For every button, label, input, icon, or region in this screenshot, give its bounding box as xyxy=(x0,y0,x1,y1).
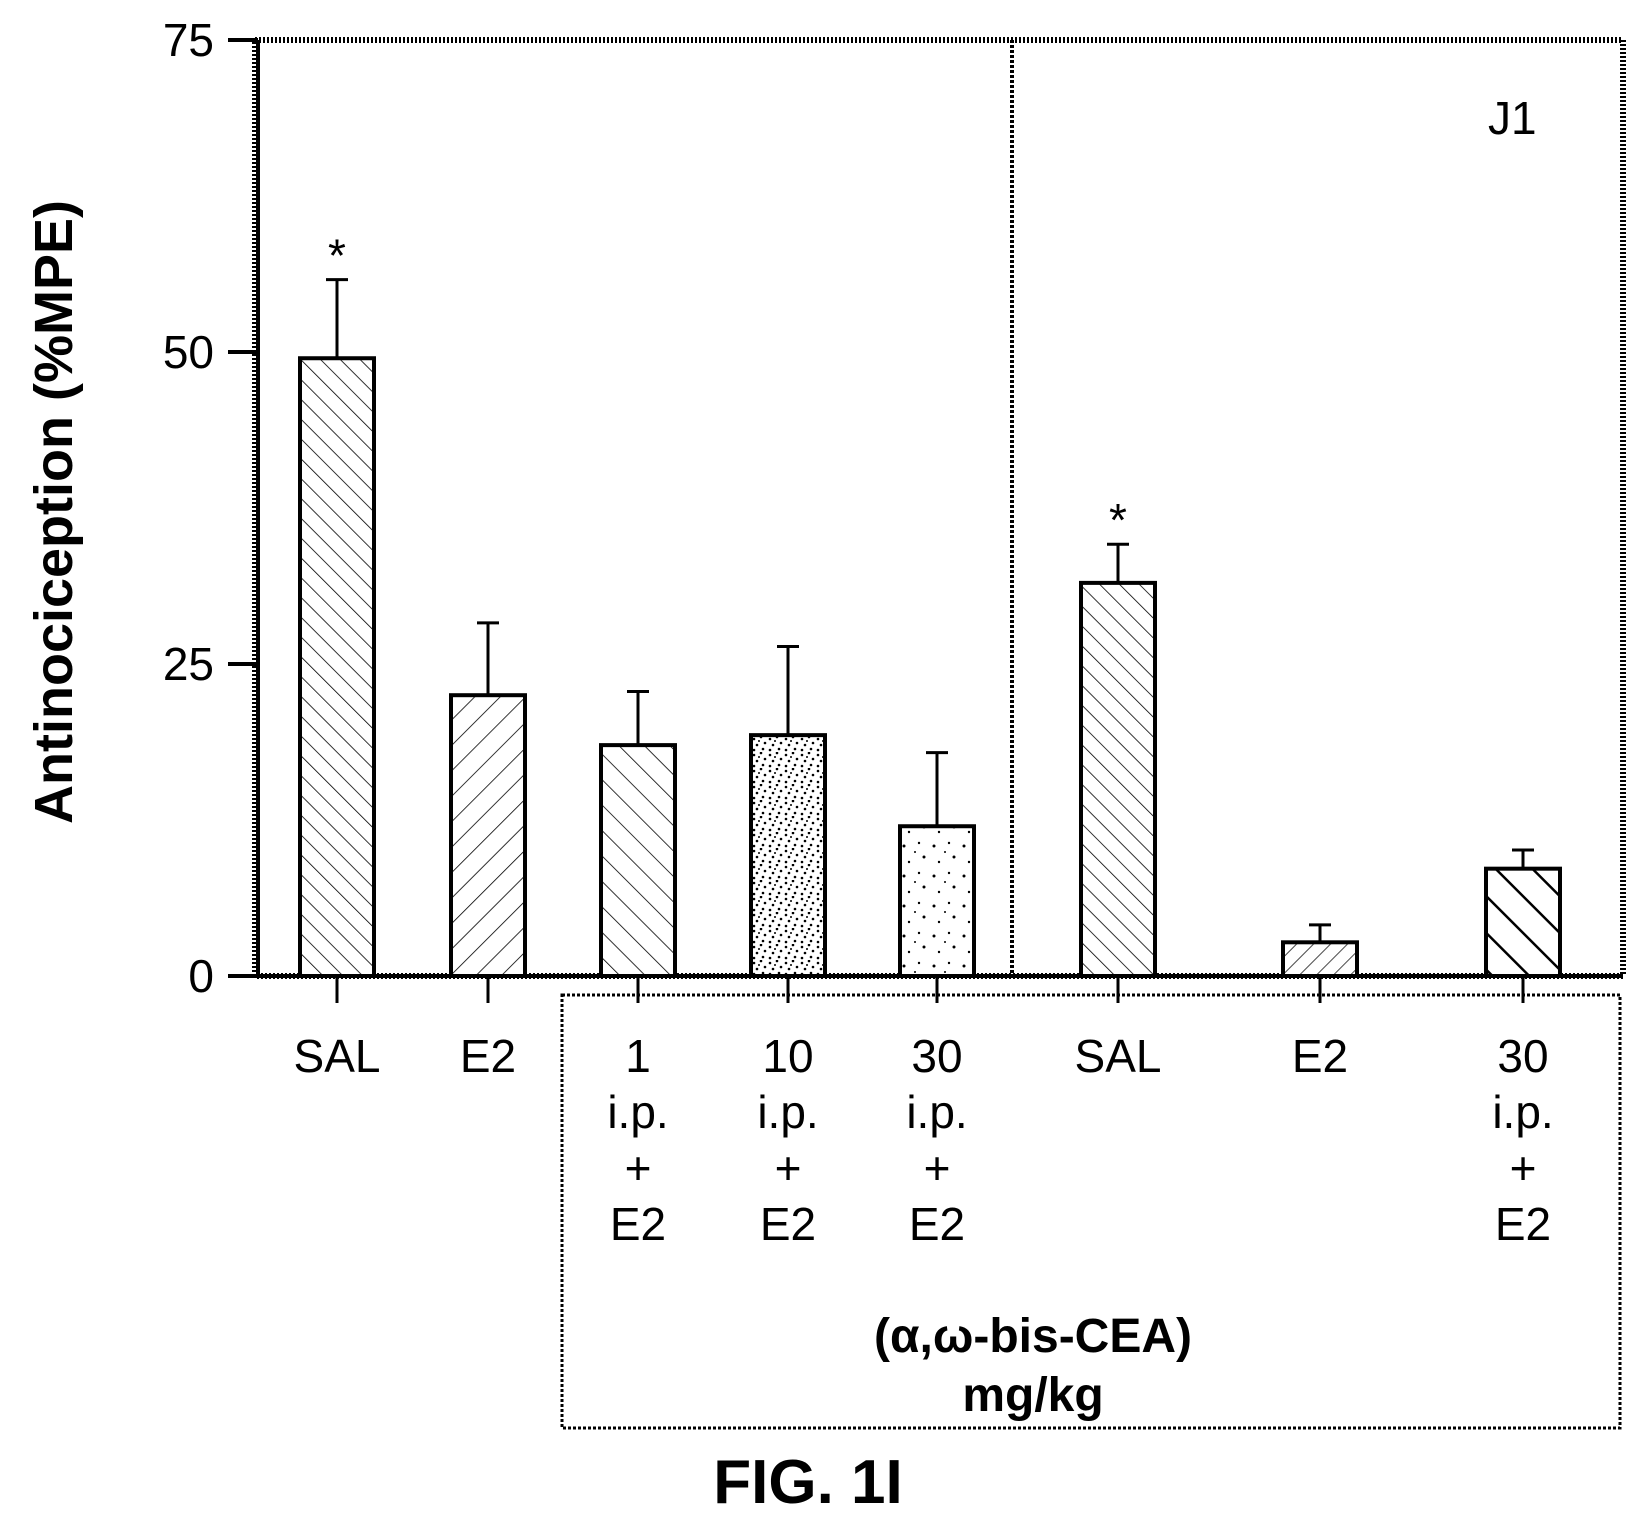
x-tick-label: SAL xyxy=(294,1030,381,1082)
y-ticks: 0 25 50 75 xyxy=(163,14,258,1002)
x-tick-label: E2 xyxy=(909,1198,965,1250)
bar xyxy=(449,693,527,978)
x-tick-label: i.p. xyxy=(1492,1086,1553,1138)
figure-label: FIG. 1I xyxy=(713,1448,902,1517)
y-tick-label: 0 xyxy=(188,950,214,1002)
bar xyxy=(1484,866,1562,978)
x-tick-label: SAL xyxy=(1075,1030,1162,1082)
x-tick-label: + xyxy=(1510,1142,1537,1194)
bar xyxy=(749,733,827,978)
x-tick-label: + xyxy=(625,1142,652,1194)
x-tick-label: + xyxy=(924,1142,951,1194)
bar xyxy=(1281,940,1359,979)
y-axis-label: Antinociception (%MPE) xyxy=(24,200,84,824)
x-tick-label: 30 xyxy=(1497,1030,1548,1082)
dose-group-label-line1: (α,ω-bis-CEA) xyxy=(874,1310,1192,1363)
x-tick-label: 10 xyxy=(762,1030,813,1082)
y-tick-label: 25 xyxy=(163,638,214,690)
panel-label: J1 xyxy=(1488,92,1537,144)
x-tick-label: i.p. xyxy=(607,1086,668,1138)
dose-group-bracket xyxy=(560,993,1622,1430)
bar xyxy=(1079,580,1157,978)
y-tick-label: 50 xyxy=(163,326,214,378)
bar xyxy=(898,824,976,978)
x-tick-label: 30 xyxy=(911,1030,962,1082)
x-tick-label: E2 xyxy=(1292,1030,1348,1082)
dose-group-label-line2: mg/kg xyxy=(962,1369,1103,1422)
x-tick-label: i.p. xyxy=(757,1086,818,1138)
bar xyxy=(599,743,677,978)
bar xyxy=(298,356,376,978)
x-tick-label: E2 xyxy=(610,1198,666,1250)
x-tick-label: E2 xyxy=(460,1030,516,1082)
x-tick-label: + xyxy=(775,1142,802,1194)
significance-marker: * xyxy=(1109,494,1127,546)
x-tick-label: E2 xyxy=(760,1198,816,1250)
significance-marker: * xyxy=(328,230,346,282)
y-tick-label: 75 xyxy=(163,14,214,66)
x-tick-label: i.p. xyxy=(906,1086,967,1138)
x-tick-label: 1 xyxy=(625,1030,651,1082)
bars: ** xyxy=(298,230,1562,1003)
x-tick-label: E2 xyxy=(1495,1198,1551,1250)
